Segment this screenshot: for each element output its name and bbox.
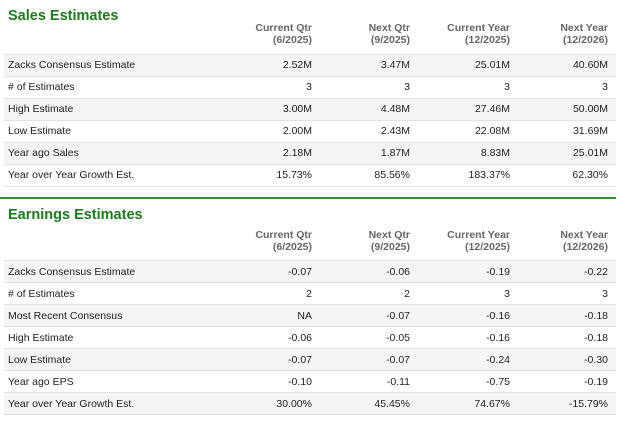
table-row: # of Estimates 2 2 3 3 [4,283,616,305]
value-cell: 2.52M [282,59,312,71]
row-label: # of Estimates [8,287,75,300]
table-row: Zacks Consensus Estimate -0.07 -0.06 -0.19 -… [4,260,616,283]
header-current-qtr: Current Qtr (6/2025) [255,22,312,46]
table-row: High Estimate 3.00M 4.48M 27.46M 50.00M [4,98,616,120]
value-cell: 8.83M [480,147,510,159]
row-label: Year over Year Growth Est. [8,169,135,181]
value-cell: 3.00M [282,103,312,115]
value-cell: -0.19 [584,375,608,388]
header-current-year: Current Year (12/2025) [447,22,510,46]
sales-estimates-section: Sales Estimates Current Qtr (6/2025) Next… [0,0,620,187]
value-cell: -0.30 [584,353,608,366]
value-cell: -0.06 [288,331,312,344]
value-cell: -0.18 [584,309,608,322]
table-row: Year over Year Growth Est. 30.00% 45.45% 74… [4,392,616,415]
row-label: Zacks Consensus Estimate [8,265,136,278]
value-cell: -0.06 [386,265,410,278]
value-cell: 3.47M [380,59,410,71]
row-label: Zacks Consensus Estimate [8,59,136,71]
value-cell: 62.30% [572,169,608,181]
header-next-qtr: Next Qtr (9/2025) [368,22,410,46]
value-cell: 4.48M [380,103,410,115]
value-cell: -0.07 [288,353,312,366]
table-row: High Estimate -0.06 -0.05 -0.16 -0.18 [4,327,616,349]
value-cell: 22.08M [474,125,510,137]
row-label: Year ago Sales [8,147,79,159]
header-current-year: Current Year (12/2025) [447,228,510,253]
header-label-cell [4,22,222,54]
row-label: # of Estimates [8,81,75,93]
value-cell: 3 [602,81,608,93]
value-cell: 2 [404,287,410,300]
value-cell: 3 [306,81,312,93]
row-label: Low Estimate [8,353,72,366]
table-row: Year over Year Growth Est. 15.73% 85.56% 18… [4,164,616,186]
table-header-row: Current Qtr (6/2025) Next Qtr (9/2025) Cur… [4,229,616,261]
value-cell: 50.00M [572,103,608,115]
sales-estimates-table: Current Qtr (6/2025) Next Qtr (9/2025) Cur… [4,22,616,187]
value-cell: -0.18 [584,331,608,344]
value-cell: -0.16 [486,309,510,322]
value-cell: 25.01M [572,147,608,159]
table-row: Year ago Sales 2.18M 1.87M 8.83M 25.01M [4,142,616,164]
value-cell: -15.79% [568,397,608,410]
row-label: High Estimate [8,331,74,344]
value-cell: 3 [404,81,410,93]
row-label: Low Estimate [8,125,72,137]
value-cell: -0.05 [386,331,410,344]
row-label: High Estimate [8,103,74,115]
value-cell: -0.75 [486,375,510,388]
value-cell: -0.22 [584,265,608,278]
value-cell: -0.07 [288,265,312,278]
header-next-year: Next Year (12/2026) [560,22,608,46]
row-label: Most Recent Consensus [8,309,123,322]
value-cell: 15.73% [276,169,312,181]
earnings-estimates-table: Current Qtr (6/2025) Next Qtr (9/2025) Cur… [4,229,616,416]
value-cell: 40.60M [572,59,608,71]
value-cell: 2.18M [282,147,312,159]
value-cell: 45.45% [374,397,410,410]
value-cell: 183.37% [468,169,510,181]
value-cell: 3 [602,287,608,300]
table-row: Year ago EPS -0.10 -0.11 -0.75 -0.19 [4,371,616,393]
value-cell: 74.67% [474,397,510,410]
earnings-estimates-section: Earnings Estimates Current Qtr (6/2025) N… [0,199,620,416]
header-current-qtr: Current Qtr (6/2025) [255,228,312,253]
table-row: Low Estimate 2.00M 2.43M 22.08M 31.69M [4,120,616,142]
table-row: Most Recent Consensus NA -0.07 -0.16 -0.18 [4,304,616,327]
value-cell: 31.69M [572,125,608,137]
value-cell: -0.07 [386,309,410,322]
value-cell: 25.01M [474,59,510,71]
table-row: Low Estimate -0.07 -0.07 -0.24 -0.30 [4,348,616,371]
value-cell: 3 [504,287,510,300]
value-cell: -0.07 [386,353,410,366]
sales-estimates-title: Sales Estimates [8,8,119,24]
earnings-estimates-title: Earnings Estimates [8,206,143,223]
header-next-qtr: Next Qtr (9/2025) [368,228,410,253]
value-cell: 30.00% [276,397,312,410]
table-row: # of Estimates 3 3 3 3 [4,76,616,98]
header-next-year: Next Year (12/2026) [560,228,608,253]
section-divider [0,196,616,199]
value-cell: 3 [504,81,510,93]
value-cell: -0.11 [386,375,410,388]
header-label-cell [4,229,222,261]
value-cell: 27.46M [474,103,510,115]
value-cell: -0.24 [486,353,510,366]
value-cell: 2.43M [380,125,410,137]
table-row: Zacks Consensus Estimate 2.52M 3.47M 25.01M… [4,54,616,76]
value-cell: NA [297,309,312,322]
value-cell: -0.10 [288,375,312,388]
row-label: Year ago EPS [8,375,74,388]
value-cell: 85.56% [374,169,410,181]
value-cell: 1.87M [380,147,410,159]
table-header-row: Current Qtr (6/2025) Next Qtr (9/2025) Cur… [4,22,616,54]
value-cell: -0.19 [486,265,510,278]
value-cell: -0.16 [486,331,510,344]
value-cell: 2 [306,287,312,300]
value-cell: 2.00M [282,125,312,137]
row-label: Year over Year Growth Est. [8,397,135,410]
